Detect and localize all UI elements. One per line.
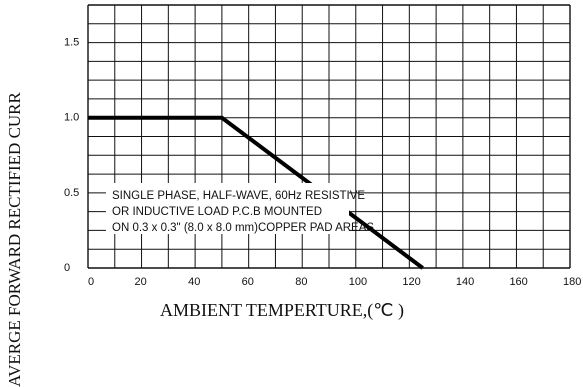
x-tick-label: 180 — [563, 276, 581, 288]
derating-curve-line — [88, 115, 424, 270]
note-line-3: ON 0.3 x 0.3" (8.0 x 8.0 mm)COPPER PAD A… — [112, 222, 374, 234]
series — [88, 115, 424, 270]
x-tick-label: 60 — [242, 276, 254, 288]
x-tick-label: 160 — [509, 276, 527, 288]
y-tick-label: 0.5 — [64, 187, 79, 199]
x-tick-label: 120 — [402, 276, 420, 288]
note-line-1: SINGLE PHASE, HALF-WAVE, 60Hz RESISTIVE — [112, 190, 365, 202]
note-line-2: OR INDUCTIVE LOAD P.C.B MOUNTED — [112, 206, 322, 218]
x-tick-label: 0 — [88, 276, 94, 288]
y-tick-label: 0 — [64, 262, 70, 274]
x-axis-label: AMBIENT TEMPERTURE,(℃ ) — [160, 300, 404, 321]
x-tick-label: 40 — [188, 276, 200, 288]
x-tick-label: 20 — [135, 276, 147, 288]
grid — [87, 4, 571, 269]
note-box: SINGLE PHASE, HALF-WAVE, 60Hz RESISTIVE … — [106, 183, 374, 234]
y-tick-label: 1.0 — [64, 112, 79, 124]
y-tick-label: 1.5 — [64, 37, 79, 49]
tick-labels: 0 20 40 60 80 100 120 140 160 180 0 0.5 1.0 1.5 — [64, 37, 581, 288]
x-tick-label: 80 — [295, 276, 307, 288]
x-tick-label: 100 — [349, 276, 367, 288]
x-tick-label: 140 — [456, 276, 474, 288]
note-box-background — [106, 183, 349, 234]
y-axis-label: AVERGE FORWARD RECTIFIED CURR — [5, 91, 24, 387]
